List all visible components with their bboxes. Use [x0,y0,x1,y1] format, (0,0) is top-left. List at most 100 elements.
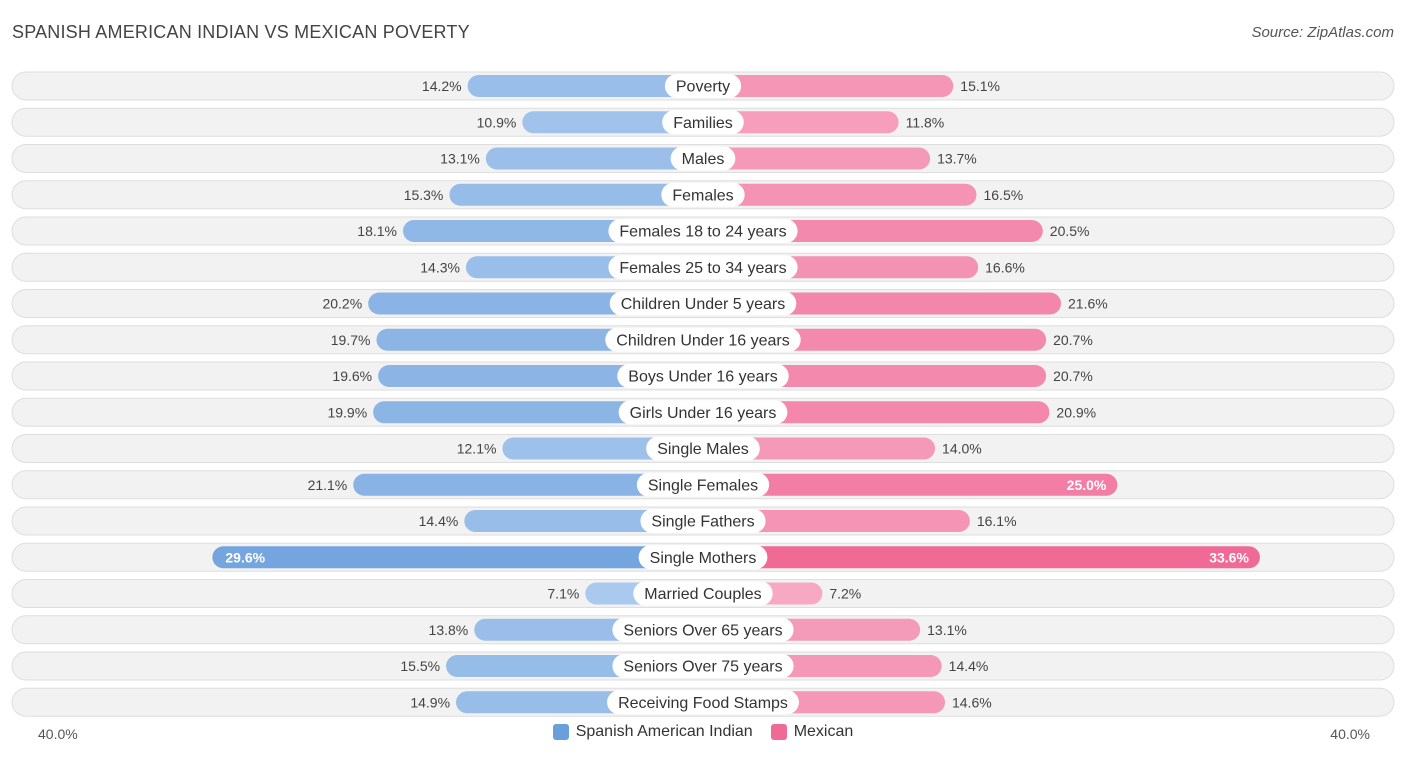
value-label-mexican: 16.6% [985,259,1025,275]
category-pill [640,509,766,533]
legend: Spanish American Indian Mexican [0,723,1406,741]
category-label: Females [672,187,733,204]
chart-title: SPANISH AMERICAN INDIAN VS MEXICAN POVER… [12,22,470,42]
category-label: Males [682,151,725,168]
category-pill [608,219,798,243]
bar-mexican [703,111,899,134]
value-label-mexican: 14.4% [949,658,989,674]
value-label-mexican: 15.1% [960,78,1000,94]
value-label-mexican: 13.1% [927,622,967,638]
chart-source: Source: ZipAtlas.com [1251,24,1394,41]
value-label-mexican: 20.9% [1056,404,1096,420]
category-pill [618,400,788,425]
category-label: Single Mothers [650,550,757,567]
category-label: Children Under 16 years [616,332,789,349]
category-label: Single Fathers [651,514,754,531]
legend-label-right: Mexican [793,723,854,740]
category-label: Seniors Over 75 years [623,659,782,676]
category-pill [646,436,760,461]
category-pill [661,182,745,207]
value-label-spanish-american-indian: 14.9% [410,694,450,710]
category-pill [638,545,768,570]
category-label: Poverty [676,79,730,96]
bar-mexican [703,147,931,170]
category-pill [662,110,744,135]
bar-mexican [703,401,1050,424]
value-label-spanish-american-indian: 14.2% [422,78,462,94]
legend-swatch-left [552,724,569,740]
value-label-spanish-american-indian: 19.9% [327,404,367,420]
category-pill [609,291,797,316]
legend-swatch-right [770,724,787,740]
value-label-spanish-american-indian: 7.1% [547,586,579,602]
bar-spanish-american-indian [485,147,703,170]
legend-item-mexican[interactable]: Mexican [770,723,854,741]
value-label-spanish-american-indian: 13.8% [429,622,469,638]
category-label: Families [673,115,733,132]
bar-spanish-american-indian [353,473,703,496]
axis-left-label: 40.0% [38,726,78,742]
axis-right-label: 40.0% [1330,726,1370,742]
category-pill [664,74,742,98]
category-pill [605,327,801,352]
category-label: Children Under 5 years [621,296,786,313]
category-label: Girls Under 16 years [630,405,777,422]
value-label-spanish-american-indian: 29.6% [225,549,265,565]
value-label-mexican: 7.2% [829,586,861,602]
bar-mexican [703,473,1118,496]
category-pill [612,654,794,678]
value-label-mexican: 20.7% [1053,332,1093,348]
value-label-mexican: 14.6% [952,694,992,710]
value-label-mexican: 16.5% [983,187,1023,203]
bar-mexican [703,75,954,97]
bar-mexican [703,510,970,532]
bar-mexican [703,546,1260,569]
value-label-spanish-american-indian: 15.5% [400,658,440,674]
legend-label-left: Spanish American Indian [575,723,753,740]
value-label-mexican: 13.7% [937,151,977,167]
category-label: Single Females [648,477,758,494]
category-pill [633,581,773,606]
value-label-mexican: 11.8% [906,114,945,130]
value-label-spanish-american-indian: 15.3% [404,187,444,203]
value-label-mexican: 20.5% [1050,223,1090,239]
legend-item-spanish-american-indian[interactable]: Spanish American Indian [552,723,753,741]
bar-spanish-american-indian [522,111,703,134]
category-pill [612,617,794,642]
value-label-spanish-american-indian: 19.6% [332,368,372,384]
value-label-mexican: 21.6% [1068,296,1108,312]
value-label-spanish-american-indian: 20.2% [322,296,362,312]
category-pill [607,690,799,715]
value-label-mexican: 25.0% [1067,477,1107,493]
category-pill [636,472,770,497]
category-label: Females 18 to 24 years [619,224,786,241]
value-label-mexican: 14.0% [942,441,982,457]
bar-spanish-american-indian [212,546,703,569]
category-label: Receiving Food Stamps [618,695,788,712]
value-label-mexican: 33.6% [1209,549,1249,565]
value-label-spanish-american-indian: 21.1% [308,477,348,493]
category-label: Single Males [657,441,749,458]
value-label-spanish-american-indian: 14.3% [420,259,460,275]
value-label-mexican: 16.1% [977,513,1017,529]
bar-mexican [703,437,936,460]
category-label: Females 25 to 34 years [619,260,786,277]
value-label-spanish-american-indian: 12.1% [457,441,497,457]
category-label: Married Couples [644,586,761,603]
value-label-spanish-american-indian: 10.9% [477,114,517,130]
value-label-mexican: 20.7% [1053,368,1093,384]
category-pill [617,364,789,388]
bar-mexican [703,365,1047,387]
value-label-spanish-american-indian: 19.7% [331,332,371,348]
category-pill [670,146,736,171]
bar-mexican [703,183,977,206]
bar-spanish-american-indian [467,75,703,97]
value-label-spanish-american-indian: 14.4% [419,513,459,529]
bar-spanish-american-indian [449,183,703,206]
category-pill [608,255,798,280]
value-label-spanish-american-indian: 13.1% [440,151,480,167]
category-label: Seniors Over 65 years [623,622,782,639]
category-label: Boys Under 16 years [628,369,777,386]
value-label-spanish-american-indian: 18.1% [357,223,397,239]
